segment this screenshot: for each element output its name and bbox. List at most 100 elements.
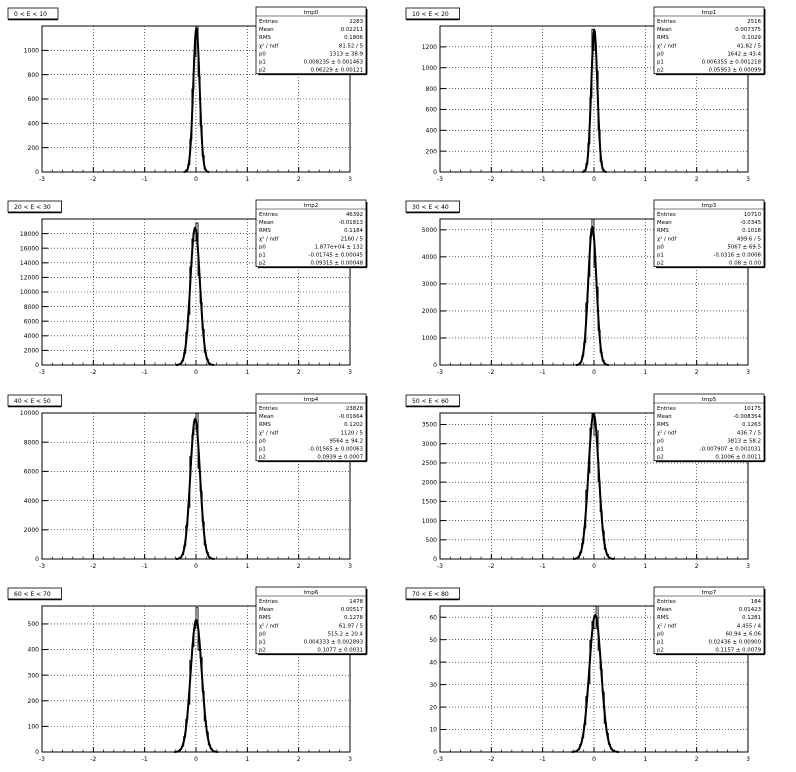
stats-key: p1 <box>657 253 664 259</box>
x-tick-label: -3 <box>39 563 45 570</box>
stats-key: RMS <box>259 615 271 621</box>
y-tick-label: 600 <box>426 107 438 114</box>
stats-key: p0 <box>657 244 664 250</box>
panel-title-box: 50 < E < 60 <box>405 394 460 408</box>
x-tick-label: 0 <box>194 563 198 570</box>
stats-frame <box>255 199 367 268</box>
x-tick-label: 2 <box>297 756 301 763</box>
stats-value: 0.006355 ± 0.001218 <box>702 60 762 66</box>
y-tick-label: 0 <box>433 169 437 176</box>
histogram-bars <box>563 28 625 173</box>
stats-value: 3813 ± 58.2 <box>727 438 761 444</box>
panel-title-box: 10 < E < 20 <box>405 7 460 21</box>
y-tick-label: 0 <box>35 169 39 176</box>
y-tick-label: 40 <box>429 659 437 666</box>
stats-key: p2 <box>259 68 266 74</box>
y-tick-label: 20 <box>429 704 437 711</box>
panel-title: 0 < E < 10 <box>14 11 47 18</box>
stats-value: 0.1278 <box>344 615 363 621</box>
stats-key: χ² / ndf <box>259 429 278 436</box>
x-tick-label: -1 <box>142 176 148 183</box>
x-tick-label: -2 <box>90 563 96 570</box>
histogram-panel-4: -3 -2 -1 0 1 2 3 0 2000 4000 6000 8000 10000 40 < E <… <box>7 393 368 570</box>
stats-key: Mean <box>657 220 672 226</box>
stats-value: 0.1077 ± 0.0031 <box>317 648 363 654</box>
stats-name: tmp4 <box>304 397 319 403</box>
panel-title-box: 60 < E < 70 <box>7 587 62 601</box>
stats-value: 499.6 / 5 <box>737 236 761 242</box>
stats-box: tmp4 Entries 23828 Mean -0.01664 RMS 0.1202 χ² … <box>255 393 368 463</box>
stats-value: 0.1018 <box>742 228 761 234</box>
panel-title: 60 < E < 70 <box>14 591 51 598</box>
stats-value: 1478 <box>349 599 363 605</box>
stats-value: 4.455 / 4 <box>737 623 762 629</box>
stats-key: χ² / ndf <box>259 235 278 242</box>
y-tick-label: 50 <box>429 637 437 644</box>
stats-frame <box>653 199 765 268</box>
stats-value: 184 <box>751 599 762 605</box>
stats-value: -0.007907 ± 0.001031 <box>700 447 761 453</box>
histogram-panel-2: -3 -2 -1 0 1 2 3 0 2000 4000 6000 8000 10000 12000 140… <box>7 199 368 376</box>
stats-frame <box>255 393 367 462</box>
stats-key: p0 <box>259 438 266 444</box>
histogram-panel-3: -3 -2 -1 0 1 2 3 0 1000 2000 3000 4000 5000 30 < E < … <box>405 199 766 376</box>
stats-name: tmp5 <box>702 397 717 403</box>
stats-key: p0 <box>259 631 266 637</box>
x-tick-label: -3 <box>437 563 443 570</box>
stats-key: χ² / ndf <box>657 429 676 436</box>
x-tick-label: 0 <box>194 756 198 763</box>
x-tick-label: 1 <box>245 369 249 376</box>
stats-value: 0.06229 ± 0.00121 <box>310 68 363 74</box>
y-tick-label: 18000 <box>20 231 39 238</box>
stats-value: 0.01423 <box>739 607 761 613</box>
y-tick-label: 6000 <box>24 469 39 476</box>
gaussian-fit-curve <box>175 226 215 366</box>
stats-key: Mean <box>259 414 274 420</box>
stats-key: p1 <box>259 253 266 259</box>
stats-key: p1 <box>657 640 664 646</box>
x-tick-label: 0 <box>194 176 198 183</box>
y-tick-label: 2000 <box>24 527 39 534</box>
gaussian-fit-curve <box>175 417 215 560</box>
stats-box: tmp5 Entries 10175 Mean -0.008354 RMS 0.1263 χ²… <box>653 393 766 463</box>
stats-key: p2 <box>259 261 266 267</box>
panel-title: 40 < E < 50 <box>14 398 51 405</box>
stats-value: 0.1006 ± 0.0011 <box>715 455 761 461</box>
x-tick-label: 0 <box>592 563 596 570</box>
x-tick-label: 3 <box>746 563 750 570</box>
stats-value: 0.09315 ± 0.00048 <box>310 261 363 267</box>
x-tick-label: 2 <box>297 563 301 570</box>
panel-title: 10 < E < 20 <box>412 11 449 18</box>
stats-value: 2283 <box>349 19 363 25</box>
y-tick-label: 800 <box>426 86 438 93</box>
x-tick-label: -1 <box>540 176 546 183</box>
y-tick-label: 10000 <box>20 289 39 296</box>
x-tick-label: 0 <box>592 176 596 183</box>
y-tick-label: 2000 <box>422 308 437 315</box>
stats-value: 436.7 / 5 <box>737 430 761 436</box>
stats-key: p2 <box>657 648 664 654</box>
x-tick-label: 3 <box>746 369 750 376</box>
panel-title-box: 30 < E < 40 <box>405 200 460 214</box>
x-tick-label: 2 <box>695 369 699 376</box>
stats-value: 10175 <box>744 406 761 412</box>
stats-value: -0.01813 <box>339 220 363 226</box>
stats-key: Entries <box>657 212 676 218</box>
stats-key: Mean <box>657 414 672 420</box>
y-tick-label: 0 <box>35 556 39 563</box>
x-tick-label: -3 <box>39 756 45 763</box>
y-tick-label: 3500 <box>422 422 437 429</box>
stats-key: Entries <box>657 406 676 412</box>
y-tick-label: 1500 <box>422 499 437 506</box>
stats-key: p0 <box>259 51 266 57</box>
y-tick-label: 12000 <box>20 275 39 282</box>
x-tick-label: 1 <box>643 369 647 376</box>
y-tick-label: 0 <box>35 749 39 756</box>
y-tick-label: 1000 <box>24 48 39 55</box>
x-tick-label: -1 <box>142 369 148 376</box>
stats-name: tmp1 <box>702 10 717 16</box>
y-tick-label: 5000 <box>422 227 437 234</box>
histogram-panel-6: -3 -2 -1 0 1 2 3 0 100 200 300 400 500 60 < E < 70 tmp… <box>7 586 368 763</box>
y-tick-label: 300 <box>28 672 40 679</box>
gaussian-fit-curve <box>174 618 219 753</box>
